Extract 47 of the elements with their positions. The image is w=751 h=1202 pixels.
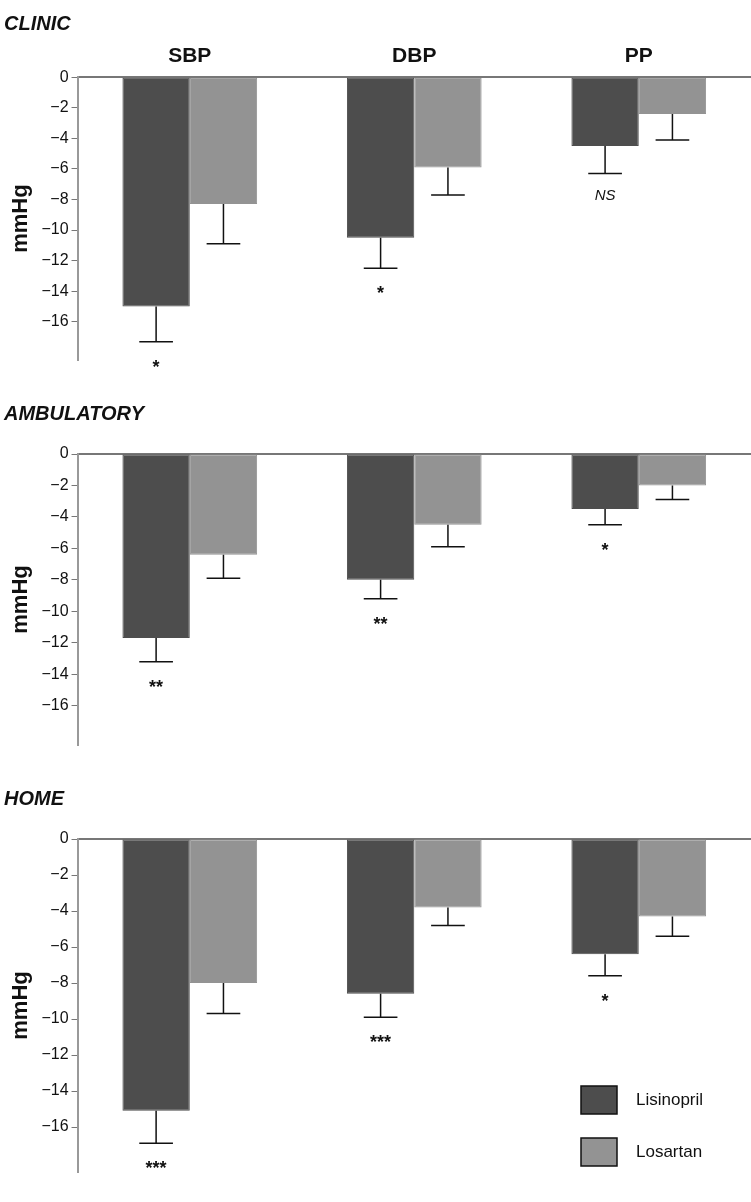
annotation: ** — [149, 676, 164, 697]
y-axis-title: mmHg — [7, 971, 33, 1040]
y-axis-title: mmHg — [7, 565, 33, 634]
y-tick-label: −12 — [41, 251, 69, 269]
y-tick-label: −12 — [41, 1045, 69, 1063]
legend-label: Losartan — [636, 1141, 703, 1161]
annotation: * — [377, 283, 385, 304]
y-tick-label: −10 — [41, 220, 69, 238]
x-tick-label: PP — [624, 43, 653, 67]
y-tick-label: −2 — [50, 475, 69, 493]
y-tick-label: −8 — [50, 973, 69, 991]
y-tick-label: −14 — [41, 664, 69, 682]
annotation: * — [152, 356, 160, 377]
y-tick-label: −2 — [50, 865, 69, 883]
annotation: *** — [145, 1158, 167, 1179]
y-axis-title: mmHg — [7, 184, 33, 253]
chart-title: CLINIC — [4, 11, 72, 34]
y-tick-label: −10 — [41, 1009, 69, 1027]
chart-title: HOME — [4, 786, 65, 809]
annotation: ** — [373, 613, 388, 634]
legend-label: Lisinopril — [636, 1089, 704, 1109]
y-tick-label: −6 — [50, 937, 69, 955]
annotation: NS — [594, 185, 616, 203]
y-tick-label: −14 — [41, 1081, 69, 1099]
y-tick-label: −16 — [41, 696, 69, 714]
annotation: * — [601, 539, 609, 560]
y-tick-label: 0 — [59, 444, 69, 462]
y-tick-label: −4 — [50, 128, 69, 146]
y-tick-label: −16 — [41, 312, 69, 330]
chart-title: AMBULATORY — [3, 401, 146, 424]
y-tick-label: −2 — [50, 98, 69, 116]
y-tick-label: 0 — [59, 67, 69, 85]
y-tick-label: −4 — [50, 507, 69, 525]
annotation: *** — [370, 1032, 392, 1053]
y-tick-label: −14 — [41, 281, 69, 299]
y-tick-label: −4 — [50, 901, 69, 919]
y-tick-label: −8 — [50, 189, 69, 207]
y-tick-label: −8 — [50, 570, 69, 588]
y-tick-label: −12 — [41, 633, 69, 651]
y-tick-label: −10 — [41, 601, 69, 619]
x-tick-label: DBP — [392, 43, 437, 67]
x-tick-label: SBP — [168, 43, 212, 67]
y-tick-label: −6 — [50, 159, 69, 177]
y-tick-label: −6 — [50, 538, 69, 556]
y-tick-label: −16 — [41, 1117, 69, 1135]
y-tick-label: 0 — [59, 829, 69, 847]
annotation: * — [601, 990, 609, 1011]
